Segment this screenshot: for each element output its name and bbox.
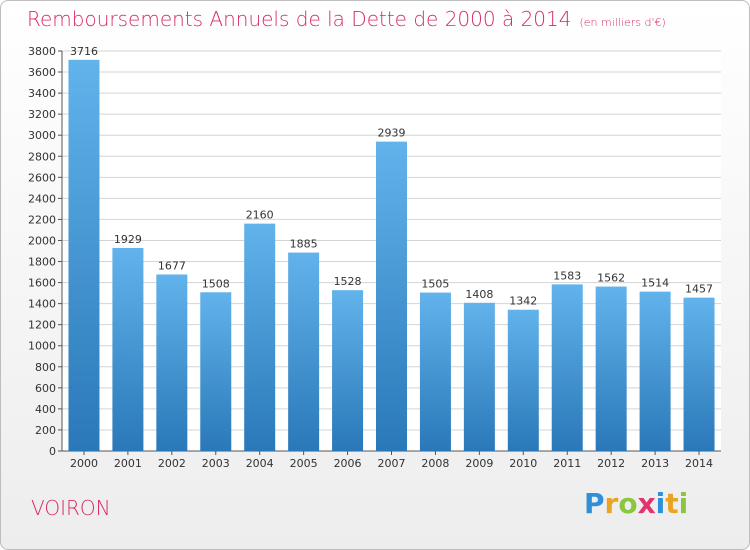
bar-value-label: 2939: [378, 127, 406, 140]
y-tick-label: 1400: [28, 298, 56, 311]
bar: [419, 292, 451, 451]
x-tick-label: 2004: [246, 457, 274, 470]
x-tick-label: 2007: [378, 457, 406, 470]
x-tick-label: 2000: [70, 457, 98, 470]
bar: [68, 59, 100, 452]
bar-value-label: 2160: [246, 209, 274, 222]
y-tick-label: 600: [35, 382, 56, 395]
y-tick-label: 1200: [28, 319, 56, 332]
y-tick-label: 2600: [28, 171, 56, 184]
proxiti-logo: Proxiti: [584, 487, 689, 520]
y-tick-label: 2800: [28, 150, 56, 163]
bar-value-label: 1562: [597, 272, 625, 285]
x-tick-label: 2005: [290, 457, 318, 470]
y-tick-label: 3400: [28, 87, 56, 100]
y-tick-label: 2400: [28, 192, 56, 205]
bar-value-label: 1408: [465, 288, 493, 301]
bar-value-label: 1342: [509, 295, 537, 308]
x-tick-label: 2011: [553, 457, 581, 470]
bar: [639, 291, 671, 451]
bar: [244, 223, 276, 451]
bar: [112, 247, 144, 451]
x-tick-label: 2014: [685, 457, 713, 470]
x-tick-label: 2002: [158, 457, 186, 470]
bar: [156, 274, 188, 451]
bar-value-label: 1508: [202, 277, 230, 290]
y-tick-label: 0: [49, 445, 56, 458]
place-name: VOIRON: [31, 496, 111, 520]
bar: [683, 297, 715, 451]
bar: [332, 290, 364, 451]
bar-value-label: 1677: [158, 259, 186, 272]
bar: [288, 252, 320, 451]
chart-title: Remboursements Annuels de la Dette de 20…: [27, 7, 666, 31]
bar: [507, 309, 539, 451]
y-tick-label: 1000: [28, 340, 56, 353]
bar-value-label: 3716: [70, 45, 98, 58]
bar: [200, 292, 232, 451]
title-text: Remboursements Annuels de la Dette de 20…: [27, 7, 572, 31]
bar-value-label: 1583: [553, 269, 581, 282]
bar-value-label: 1929: [114, 233, 142, 246]
bar-value-label: 1457: [685, 283, 713, 296]
x-tick-label: 2001: [114, 457, 142, 470]
x-tick-label: 2008: [421, 457, 449, 470]
y-tick-label: 2200: [28, 213, 56, 226]
x-tick-label: 2003: [202, 457, 230, 470]
y-tick-label: 2000: [28, 234, 56, 247]
x-tick-label: 2009: [465, 457, 493, 470]
y-tick-label: 3600: [28, 66, 56, 79]
bar-value-label: 1505: [421, 278, 449, 291]
y-tick-label: 200: [35, 424, 56, 437]
y-tick-label: 3000: [28, 129, 56, 142]
title-unit: (en milliers d'€): [579, 16, 666, 29]
y-tick-label: 400: [35, 403, 56, 416]
y-tick-label: 1600: [28, 277, 56, 290]
y-tick-label: 800: [35, 361, 56, 374]
y-tick-label: 1800: [28, 256, 56, 269]
x-tick-label: 2012: [597, 457, 625, 470]
x-tick-label: 2006: [334, 457, 362, 470]
bar-value-label: 1514: [641, 277, 669, 290]
bar: [376, 141, 407, 451]
x-tick-label: 2010: [509, 457, 537, 470]
bar: [551, 284, 583, 451]
x-tick-label: 2013: [641, 457, 669, 470]
bar: [595, 286, 627, 451]
bar-value-label: 1885: [290, 238, 318, 251]
bar: [463, 302, 495, 451]
y-tick-label: 3800: [28, 45, 56, 58]
y-tick-label: 3200: [28, 108, 56, 121]
bar-value-label: 1528: [334, 275, 362, 288]
